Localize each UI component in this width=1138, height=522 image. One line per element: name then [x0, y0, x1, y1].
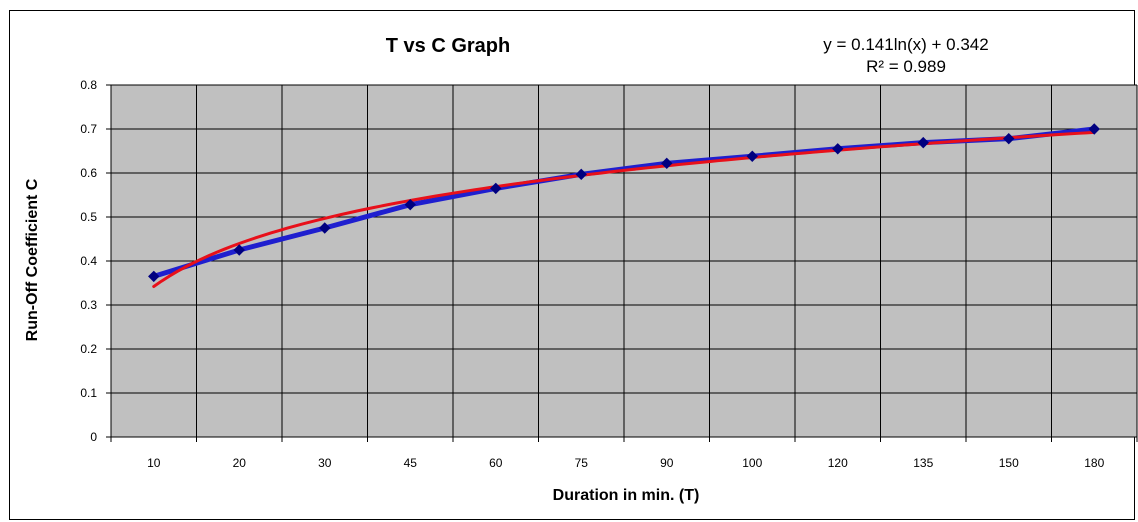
y-tick-label: 0.4	[80, 254, 97, 268]
data-point	[1088, 123, 1100, 135]
x-tick-label: 100	[742, 456, 762, 470]
y-tick-label: 0.1	[80, 386, 97, 400]
y-tick-label: 0.3	[80, 298, 97, 312]
x-tick-label: 120	[828, 456, 848, 470]
x-tick-label: 60	[489, 456, 503, 470]
data-point	[490, 182, 502, 195]
x-axis-title: Duration in min. (T)	[553, 487, 700, 504]
x-tick-label: 30	[318, 456, 332, 470]
series-layer	[148, 123, 1100, 289]
trendline	[152, 130, 1096, 289]
y-tick-label: 0	[90, 430, 97, 444]
data-point	[319, 222, 331, 234]
data-point	[148, 270, 160, 283]
x-tick-label: 180	[1084, 456, 1104, 470]
x-tick-label: 10	[147, 456, 161, 470]
y-axis-title: Run-Off Coefficient C	[24, 178, 41, 341]
chart-title: T vs C Graph	[386, 35, 510, 57]
data-point	[404, 198, 416, 211]
x-tick-label: 150	[999, 456, 1019, 470]
data-point	[832, 143, 844, 155]
y-axis-ticks: 0 0.1 0.2 0.3 0.4 0.5 0.6 0.7 0.8	[80, 78, 111, 444]
y-tick-label: 0.8	[80, 78, 97, 92]
data-point	[917, 136, 929, 149]
data-point	[575, 168, 587, 181]
r-squared-label: R² = 0.989	[866, 57, 946, 76]
x-axis-ticks: 10 20 30 45 60 75 90 100 120 135 150 180	[110, 85, 1138, 470]
data-point	[661, 157, 673, 170]
x-tick-label: 45	[404, 456, 418, 470]
y-tick-label: 0.7	[80, 122, 97, 136]
y-tick-label: 0.5	[80, 210, 97, 224]
y-tick-label: 0.6	[80, 166, 97, 180]
x-tick-label: 90	[660, 456, 674, 470]
x-tick-label: 75	[575, 456, 589, 470]
trendline-equation: y = 0.141ln(x) + 0.342	[823, 35, 988, 54]
y-tick-label: 0.2	[80, 342, 97, 356]
data-point	[1003, 132, 1015, 145]
x-tick-label: 135	[913, 456, 933, 470]
data-point	[233, 244, 245, 256]
data-point	[746, 150, 758, 162]
x-tick-label: 20	[233, 456, 247, 470]
